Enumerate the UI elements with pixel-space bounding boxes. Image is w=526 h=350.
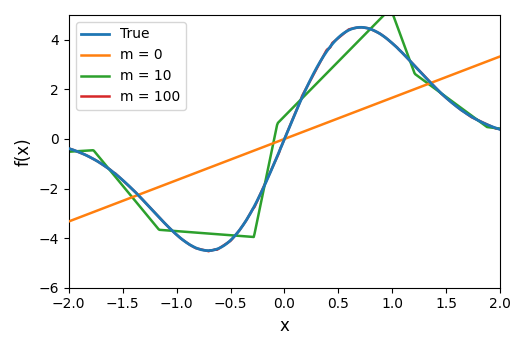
m = 100 [66, 146, 72, 150]
m = 0 [322, 121, 329, 125]
X-axis label: x: x [279, 317, 289, 335]
m = 10 [300, 95, 306, 99]
m = 100 [323, 48, 329, 52]
m = 100 [274, 155, 280, 159]
m = 10 [488, 126, 494, 130]
True [271, 161, 278, 165]
m = 10 [274, 123, 280, 127]
True [274, 154, 280, 159]
Line: m = 100: m = 100 [69, 27, 500, 251]
m = 10 [323, 71, 329, 76]
m = 10 [497, 127, 503, 131]
m = 10 [66, 149, 72, 154]
True [488, 124, 494, 128]
True [300, 93, 306, 98]
m = 10 [387, 7, 393, 11]
True [421, 74, 427, 78]
m = 10 [421, 78, 427, 83]
m = 0 [270, 141, 277, 145]
True [205, 248, 211, 253]
Line: m = 10: m = 10 [69, 9, 500, 237]
m = 0 [273, 140, 279, 144]
m = 100 [421, 74, 427, 78]
Line: m = 0: m = 0 [69, 56, 500, 222]
m = 0 [487, 58, 493, 63]
m = 100 [300, 92, 306, 96]
m = 100 [206, 249, 212, 253]
m = 0 [497, 54, 503, 58]
True [497, 127, 503, 132]
m = 0 [419, 84, 426, 88]
Line: True: True [69, 27, 500, 251]
m = 10 [250, 235, 257, 239]
Legend: True, m = 0, m = 10, m = 100: True, m = 0, m = 10, m = 100 [76, 22, 186, 110]
True [66, 146, 72, 150]
m = 0 [66, 219, 72, 224]
Y-axis label: f(x): f(x) [15, 137, 33, 166]
m = 10 [271, 135, 278, 140]
m = 100 [271, 161, 278, 165]
m = 100 [488, 124, 494, 128]
True [358, 25, 364, 29]
m = 0 [299, 130, 305, 134]
True [323, 50, 329, 54]
m = 100 [497, 127, 503, 132]
m = 100 [358, 25, 364, 29]
